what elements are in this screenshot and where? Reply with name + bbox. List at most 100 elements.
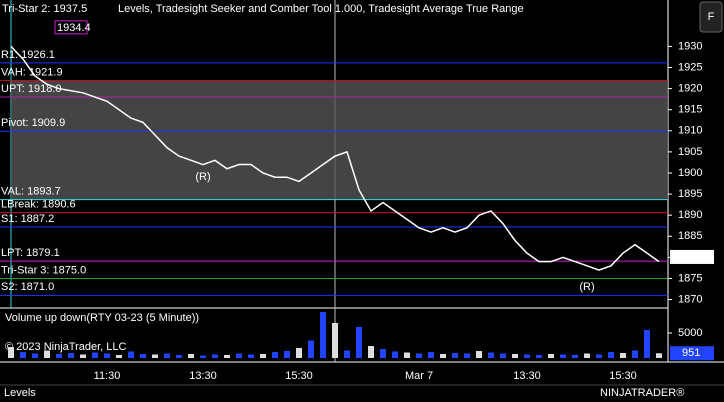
x-tick-label: 13:30	[513, 370, 541, 382]
y-tick-label: 1905	[678, 146, 702, 158]
level-label: R1: 1926.1	[1, 49, 55, 61]
volume-bar	[128, 351, 134, 358]
volume-bar	[260, 354, 266, 358]
volume-bar	[632, 350, 638, 358]
high-marker-label: 1934.4	[57, 22, 91, 34]
logo: NINJATRADER®	[600, 387, 684, 399]
volume-bar	[620, 353, 626, 358]
volume-bar	[140, 354, 146, 358]
x-tick-label: Mar 7	[405, 370, 433, 382]
volume-bar	[44, 350, 50, 358]
volume-bar	[392, 351, 398, 358]
y-tick-label: 1900	[678, 167, 702, 179]
price-line	[10, 45, 660, 271]
volume-bar	[548, 354, 554, 358]
volume-bar	[440, 354, 446, 358]
x-tick-label: 13:30	[189, 370, 217, 382]
button-label[interactable]: F	[708, 11, 715, 23]
volume-bar	[380, 349, 386, 358]
last-price-box	[670, 249, 714, 264]
volume-bar	[116, 355, 122, 358]
volume-bar	[80, 354, 86, 358]
volume-bar	[476, 351, 482, 358]
volume-title: Volume up down(RTY 03-23 (5 Minute))	[5, 312, 199, 324]
volume-bar	[20, 352, 26, 358]
volume-bar	[332, 323, 338, 358]
volume-bar	[452, 353, 458, 358]
volume-bar	[152, 354, 158, 358]
annotation: (R)	[195, 171, 210, 183]
y-tick-label: 1870	[678, 293, 702, 305]
volume-bar	[224, 355, 230, 358]
level-label: S1: 1887.2	[1, 213, 54, 225]
level-label: LPT: 1879.1	[1, 247, 60, 259]
value-area	[11, 80, 668, 200]
y-tick-label: 1920	[678, 83, 702, 95]
volume-bar	[512, 354, 518, 358]
volume-bar	[308, 340, 314, 358]
x-tick-label: 15:30	[609, 370, 637, 382]
last-price-label: 1880.1	[678, 251, 712, 263]
volume-bar	[164, 353, 170, 358]
volume-bar	[584, 353, 590, 358]
volume-bar	[176, 355, 182, 358]
volume-tick-label: 5000	[678, 327, 702, 339]
volume-bar	[500, 353, 506, 358]
tab-label[interactable]: Levels	[4, 387, 36, 399]
volume-bar	[188, 354, 194, 358]
x-tick-label: 15:30	[285, 370, 313, 382]
volume-bar	[8, 347, 14, 358]
volume-bar	[272, 352, 278, 358]
volume-bar	[104, 353, 110, 358]
x-tick-label: 11:30	[94, 370, 121, 382]
y-tick-label: 1915	[678, 104, 702, 116]
chart-title: Tri-Star 2: 1937.5	[2, 3, 87, 15]
volume-bar	[488, 352, 494, 358]
level-label: Pivot: 1909.9	[1, 117, 65, 129]
volume-bar	[404, 352, 410, 358]
chart-subtitle: Levels, Tradesight Seeker and Comber Too…	[118, 3, 524, 15]
y-tick-label: 1895	[678, 188, 702, 200]
volume-bar	[416, 353, 422, 358]
volume-bar	[284, 351, 290, 358]
volume-last-box	[670, 346, 714, 361]
y-tick-label: 1890	[678, 209, 702, 221]
volume-bar	[572, 355, 578, 358]
y-tick-label: 1885	[678, 230, 702, 242]
volume-bar	[32, 353, 38, 358]
volume-bar	[608, 352, 614, 358]
volume-bar	[560, 354, 566, 358]
y-tick-label: 1910	[678, 125, 702, 137]
volume-bar	[200, 355, 206, 358]
volume-bar	[524, 354, 530, 358]
volume-bar	[368, 346, 374, 358]
volume-bar	[656, 353, 662, 358]
volume-bar	[320, 312, 326, 358]
volume-bar	[464, 353, 470, 358]
volume-bar	[68, 353, 74, 358]
volume-bar	[248, 354, 254, 358]
volume-bar	[212, 354, 218, 358]
level-label: VAL: 1893.7	[1, 185, 61, 197]
annotation: (R)	[579, 281, 594, 293]
level-label: Tri-Star 3: 1875.0	[1, 264, 86, 276]
volume-bar	[596, 354, 602, 358]
level-label: UPT: 1918.0	[1, 83, 62, 95]
level-label: S2: 1871.0	[1, 281, 54, 293]
volume-bar	[356, 327, 362, 358]
y-tick-label: 1930	[678, 40, 702, 52]
volume-bar	[236, 353, 242, 358]
volume-bar	[428, 352, 434, 358]
volume-last-label: 951	[682, 347, 700, 359]
volume-bar	[92, 352, 98, 358]
volume-bar	[344, 350, 350, 358]
button[interactable]	[699, 1, 723, 33]
volume-bar	[56, 354, 62, 358]
volume-bar	[536, 355, 542, 358]
y-tick-label: 1925	[678, 61, 702, 73]
volume-bar	[644, 330, 650, 358]
level-label: LBreak: 1890.6	[1, 199, 76, 211]
y-tick-label: 1875	[678, 272, 702, 284]
copyright: © 2023 NinjaTrader, LLC	[5, 341, 126, 353]
